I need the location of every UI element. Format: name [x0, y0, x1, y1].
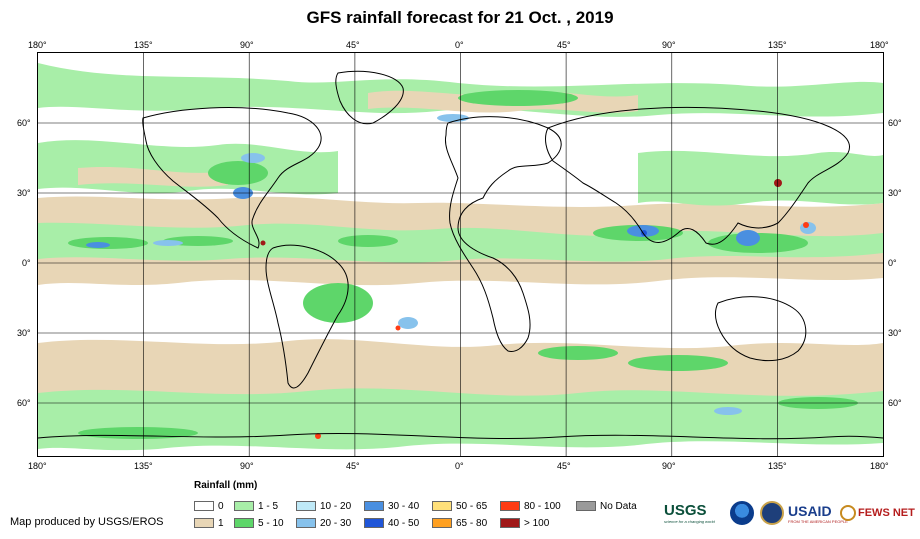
legend-label: 5 - 10: [258, 517, 284, 529]
lat-label-left: 60°: [17, 118, 31, 128]
legend-item: 20 - 30: [296, 517, 351, 529]
lon-label-bottom: 45°: [557, 461, 571, 471]
legend-label: 50 - 65: [456, 500, 488, 512]
legend-label: 10 - 20: [320, 500, 352, 512]
legend-swatch: [234, 518, 254, 528]
lon-label-bottom: 90°: [240, 461, 254, 471]
map-canvas: [38, 53, 883, 456]
lon-label-bottom: 135°: [134, 461, 153, 471]
usgs-logo-text: USGS: [664, 502, 707, 519]
legend-label: 40 - 50: [388, 517, 420, 529]
legend-label: 20 - 30: [320, 517, 352, 529]
legend-item: 80 - 100: [500, 500, 561, 512]
legend-swatch: [364, 518, 384, 528]
legend-swatch: [500, 501, 520, 511]
legend-label: 65 - 80: [456, 517, 488, 529]
legend-swatch: [432, 501, 452, 511]
lon-label-top: 45°: [346, 40, 360, 50]
lon-label-bottom: 45°: [346, 461, 360, 471]
lon-label-bottom: 180°: [870, 461, 889, 471]
antarctica-outline: [38, 432, 883, 440]
graticule: [38, 53, 883, 456]
lat-label-right: 60°: [888, 118, 902, 128]
legend-item: 30 - 40: [364, 500, 419, 512]
legend-label: No Data: [600, 500, 637, 512]
usgs-logo: USGS science for a changing world: [664, 500, 715, 526]
legend-swatch: [432, 518, 452, 528]
legend-item: No Data: [576, 500, 637, 512]
lat-label-right: 0°: [888, 258, 897, 268]
legend-swatch: [194, 518, 214, 528]
map-credit: Map produced by USGS/EROS: [10, 516, 164, 528]
lon-label-top: 45°: [557, 40, 571, 50]
lat-label-right: 30°: [888, 328, 902, 338]
fewsnet-globe-icon: [840, 505, 856, 521]
lon-label-top: 0°: [455, 40, 464, 50]
legend-item: 50 - 65: [432, 500, 487, 512]
usaid-logo-text: USAID: [788, 502, 832, 519]
usaid-logo: USAID FROM THE AMERICAN PEOPLE: [788, 500, 848, 526]
legend-swatch: [296, 501, 316, 511]
legend-item: 1 - 5: [234, 500, 278, 512]
legend-label: 0: [218, 500, 224, 512]
legend-item: 40 - 50: [364, 517, 419, 529]
lon-label-bottom: 180°: [28, 461, 47, 471]
legend-label: 1 - 5: [258, 500, 279, 512]
fewsnet-logo-text: FEWS NET: [858, 507, 915, 519]
lon-label-bottom: 135°: [768, 461, 787, 471]
usgs-tagline: science for a changing world: [664, 519, 715, 524]
lon-label-top: 180°: [870, 40, 889, 50]
lat-label-right: 30°: [888, 188, 902, 198]
fewsnet-logo: FEWS NET: [840, 500, 915, 526]
map-title: GFS rainfall forecast for 21 Oct. , 2019: [306, 8, 614, 27]
lat-label-left: 60°: [17, 398, 31, 408]
usaid-tagline: FROM THE AMERICAN PEOPLE: [788, 518, 848, 524]
legend-title: Rainfall (mm): [194, 480, 258, 491]
legend-swatch: [500, 518, 520, 528]
lat-label-left: 30°: [17, 328, 31, 338]
legend-label: > 100: [524, 517, 550, 529]
lat-label-left: 30°: [17, 188, 31, 198]
lat-label-left: 0°: [22, 258, 31, 268]
lon-label-bottom: 0°: [455, 461, 464, 471]
legend-item: 5 - 10: [234, 517, 284, 529]
legend-item: 65 - 80: [432, 517, 487, 529]
rain-moderate-areas: [68, 90, 858, 439]
lon-label-bottom: 90°: [662, 461, 676, 471]
legend-label: 30 - 40: [388, 500, 420, 512]
legend-item: > 100: [500, 517, 549, 529]
legend-swatch: [296, 518, 316, 528]
noaa-seal-icon: [730, 501, 754, 525]
lon-label-top: 90°: [662, 40, 676, 50]
lon-label-top: 135°: [768, 40, 787, 50]
europe-africa-outline: [444, 116, 562, 352]
north-america-outline: [142, 107, 322, 249]
rainfall-map: [37, 52, 884, 457]
lon-label-top: 135°: [134, 40, 153, 50]
legend-swatch: [234, 501, 254, 511]
legend-swatch: [364, 501, 384, 511]
australia-outline: [715, 296, 807, 362]
legend-label: 80 - 100: [524, 500, 561, 512]
legend-item: 1: [194, 517, 224, 529]
legend-swatch: [194, 501, 214, 511]
state-department-seal-icon: [760, 501, 784, 525]
lon-label-top: 90°: [240, 40, 254, 50]
legend-label: 1: [218, 517, 224, 529]
lon-label-top: 180°: [28, 40, 47, 50]
lat-label-right: 60°: [888, 398, 902, 408]
legend-swatch: [576, 501, 596, 511]
legend-item: 10 - 20: [296, 500, 351, 512]
legend-item: 0: [194, 500, 224, 512]
continent-outlines: [38, 70, 883, 440]
asia-outline: [545, 106, 850, 245]
